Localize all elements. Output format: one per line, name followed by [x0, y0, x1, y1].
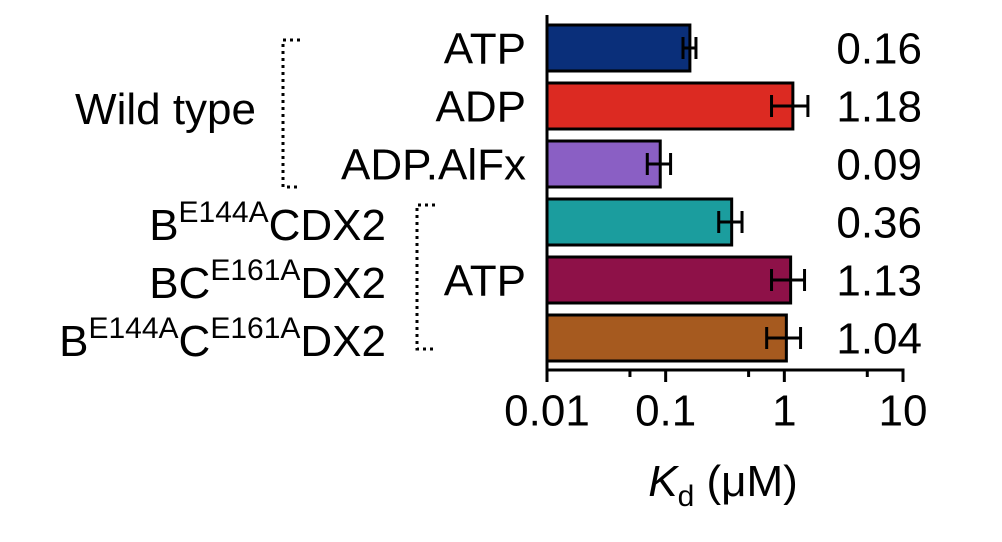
- superscript: E161A: [210, 312, 300, 345]
- value-label: 0.16: [836, 25, 922, 74]
- x-label-symbol: K: [648, 457, 679, 506]
- row-label: BE144ACDX2: [149, 196, 386, 250]
- error-bar: [770, 269, 807, 291]
- category-label: ATP: [444, 257, 526, 306]
- label-part: B: [149, 201, 178, 250]
- value-label: 1.04: [836, 315, 922, 364]
- label-part: C: [179, 317, 211, 366]
- value-label: 1.18: [836, 83, 922, 132]
- category-label: ATP: [444, 25, 526, 74]
- x-tick-label: 10: [879, 387, 928, 436]
- label-part: BC: [149, 259, 210, 308]
- bar: [545, 139, 662, 189]
- x-tick-label: 0.1: [635, 387, 696, 436]
- row-label: Wild type: [75, 85, 256, 134]
- x-axis-label: Kd (μM): [648, 457, 798, 513]
- bracket: [415, 203, 435, 351]
- x-tick-label: 0.01: [504, 387, 590, 436]
- error-bar: [765, 327, 803, 349]
- label-part: DX2: [300, 259, 386, 308]
- category-label: ADP: [436, 83, 526, 132]
- row-label: BE144ACE161ADX2: [59, 312, 386, 366]
- superscript: E144A: [179, 196, 269, 229]
- bracket: [281, 38, 300, 189]
- value-label: 1.13: [836, 257, 922, 306]
- superscript: E161A: [210, 254, 300, 287]
- x-label-subscript: d: [678, 480, 695, 513]
- x-label-unit: (μM): [694, 457, 798, 506]
- superscript: E144A: [88, 312, 178, 345]
- label-part: B: [59, 317, 88, 366]
- bar: [545, 197, 734, 247]
- error-bar: [717, 211, 744, 233]
- error-bar: [645, 153, 673, 175]
- bar: [545, 23, 692, 73]
- label-part: DX2: [300, 317, 386, 366]
- value-label: 0.36: [836, 199, 922, 248]
- label-part: CDX2: [269, 201, 386, 250]
- category-label: ADP.AlFx: [341, 141, 526, 190]
- x-label-unit-text: (μM): [706, 457, 797, 506]
- row-label: BCE161ADX2: [149, 254, 386, 308]
- x-tick-label: 1: [772, 387, 796, 436]
- label-part: Wild type: [75, 85, 256, 134]
- error-bar: [770, 95, 810, 117]
- bar: [545, 81, 795, 131]
- value-label: 0.09: [836, 141, 922, 190]
- bar: [545, 255, 793, 305]
- error-bar: [681, 37, 698, 59]
- bar: [545, 313, 788, 363]
